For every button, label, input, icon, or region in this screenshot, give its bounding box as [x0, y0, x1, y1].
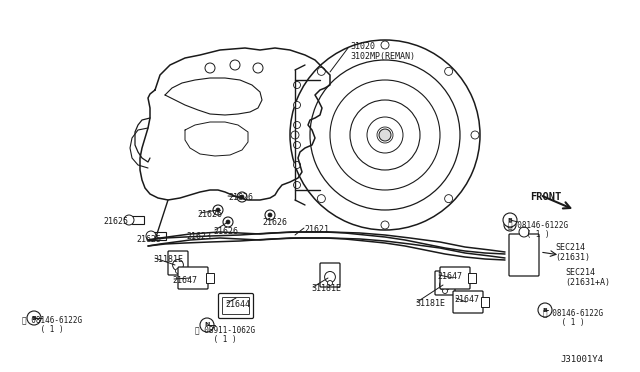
- FancyBboxPatch shape: [178, 267, 208, 289]
- Circle shape: [268, 213, 272, 217]
- Circle shape: [317, 195, 325, 203]
- Circle shape: [240, 195, 244, 199]
- Text: 21625: 21625: [136, 235, 161, 244]
- Circle shape: [538, 303, 552, 317]
- Text: Ⓝ 0B911-1062G
    ( 1 ): Ⓝ 0B911-1062G ( 1 ): [195, 325, 255, 344]
- Bar: [481, 297, 489, 307]
- Text: Ⓑ 08146-6122G
    ( 1 ): Ⓑ 08146-6122G ( 1 ): [22, 315, 82, 334]
- Circle shape: [381, 41, 389, 49]
- Text: 21623: 21623: [186, 232, 211, 241]
- Text: Ⓑ 08146-6122G
    ( 1 ): Ⓑ 08146-6122G ( 1 ): [508, 220, 568, 240]
- Circle shape: [124, 215, 134, 225]
- Text: J31001Y4: J31001Y4: [560, 355, 603, 364]
- Circle shape: [294, 81, 301, 89]
- Text: N: N: [204, 323, 210, 327]
- Bar: [154, 232, 166, 240]
- Circle shape: [205, 63, 215, 73]
- FancyBboxPatch shape: [320, 263, 340, 287]
- Circle shape: [216, 208, 220, 212]
- Circle shape: [226, 220, 230, 224]
- Circle shape: [317, 67, 325, 76]
- Circle shape: [230, 60, 240, 70]
- FancyBboxPatch shape: [440, 267, 470, 289]
- Text: Ⓑ 08146-6122G
    ( 1 ): Ⓑ 08146-6122G ( 1 ): [543, 308, 603, 327]
- FancyBboxPatch shape: [168, 251, 188, 275]
- Circle shape: [253, 63, 263, 73]
- Circle shape: [445, 67, 452, 76]
- Circle shape: [328, 280, 333, 285]
- Circle shape: [442, 289, 447, 294]
- Circle shape: [379, 129, 391, 141]
- Circle shape: [381, 221, 389, 229]
- Circle shape: [294, 102, 301, 109]
- Circle shape: [175, 269, 180, 273]
- FancyBboxPatch shape: [223, 298, 250, 314]
- Text: B: B: [31, 315, 36, 321]
- Text: 31181E: 31181E: [311, 284, 341, 293]
- Circle shape: [294, 182, 301, 189]
- Circle shape: [237, 192, 247, 202]
- Bar: [206, 273, 214, 283]
- Text: FRONT: FRONT: [530, 192, 561, 202]
- Text: 31181E: 31181E: [415, 299, 445, 308]
- Circle shape: [294, 161, 301, 169]
- Circle shape: [507, 222, 513, 228]
- Text: 21647: 21647: [454, 295, 479, 304]
- Ellipse shape: [324, 272, 335, 282]
- Circle shape: [27, 311, 41, 325]
- Text: 21647: 21647: [172, 276, 197, 285]
- Text: 21626: 21626: [213, 227, 238, 236]
- Circle shape: [146, 231, 156, 241]
- Text: SEC214
(21631+A): SEC214 (21631+A): [565, 268, 610, 288]
- Ellipse shape: [173, 260, 184, 270]
- Circle shape: [294, 141, 301, 148]
- Text: 21626: 21626: [228, 193, 253, 202]
- Circle shape: [471, 131, 479, 139]
- Bar: [468, 273, 476, 283]
- Circle shape: [291, 131, 299, 139]
- Circle shape: [503, 213, 517, 227]
- FancyBboxPatch shape: [435, 271, 455, 295]
- Text: B: B: [508, 218, 513, 222]
- Text: 31181E: 31181E: [153, 255, 183, 264]
- Circle shape: [265, 210, 275, 220]
- FancyBboxPatch shape: [218, 294, 253, 318]
- Circle shape: [504, 219, 516, 231]
- Ellipse shape: [440, 279, 451, 291]
- FancyBboxPatch shape: [509, 234, 539, 276]
- Circle shape: [200, 318, 214, 332]
- Text: 21626: 21626: [262, 218, 287, 227]
- FancyBboxPatch shape: [453, 291, 483, 313]
- Circle shape: [519, 227, 529, 237]
- Text: 21626: 21626: [197, 210, 222, 219]
- Circle shape: [213, 205, 223, 215]
- Circle shape: [445, 195, 452, 203]
- Text: B: B: [543, 308, 547, 312]
- Text: 21621: 21621: [304, 225, 329, 234]
- Circle shape: [294, 122, 301, 128]
- Text: SEC214
(21631): SEC214 (21631): [555, 243, 590, 262]
- Bar: [132, 216, 144, 224]
- Text: 31020
3102MP(REMAN): 31020 3102MP(REMAN): [350, 42, 415, 61]
- Text: 21625: 21625: [103, 217, 128, 226]
- Text: 21644: 21644: [225, 300, 250, 309]
- Text: 21647: 21647: [437, 272, 462, 281]
- Circle shape: [223, 217, 233, 227]
